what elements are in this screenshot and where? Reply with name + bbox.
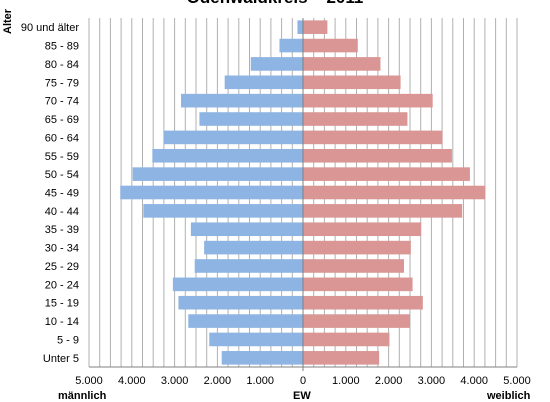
x-tick-label: 0 (300, 375, 306, 387)
y-tick-label: 50 - 54 (45, 169, 79, 181)
bar-male-7 (152, 148, 303, 163)
bar-female-18 (303, 351, 380, 365)
bar-female-6 (303, 130, 443, 145)
bar-male-5 (199, 112, 303, 126)
y-tick-label: 10 - 14 (45, 316, 79, 328)
bar-female-15 (303, 295, 423, 310)
x-tick-label: 3.000 (161, 375, 189, 387)
x-tick-label: 4.000 (118, 375, 146, 387)
bar-male-9 (120, 185, 303, 200)
bar-male-4 (181, 93, 303, 108)
y-tick-label: 15 - 19 (45, 298, 79, 310)
x-axis-title: EW (293, 390, 311, 402)
x-tick-label: 1.000 (332, 375, 360, 387)
y-tick-label: 30 - 34 (45, 243, 79, 255)
bar-male-17 (209, 332, 303, 347)
y-tick-label: 25 - 29 (45, 261, 79, 273)
bar-female-10 (303, 204, 463, 218)
bar-male-6 (163, 130, 303, 145)
x-tick-label: 4.000 (460, 375, 488, 387)
x-tick-label: 5.000 (75, 375, 103, 387)
bars (120, 20, 486, 365)
bar-female-4 (303, 93, 433, 108)
y-tick-label: 60 - 64 (45, 132, 79, 144)
y-tick-label: Unter 5 (43, 353, 79, 365)
chart-title: Odenwaldkreis – 2011 (0, 0, 550, 8)
x-tick-label: 5.000 (503, 375, 531, 387)
axes (89, 18, 517, 371)
bar-female-12 (303, 240, 411, 255)
y-tick-label: 90 und älter (21, 22, 79, 34)
bar-male-2 (250, 57, 303, 71)
bar-female-7 (303, 148, 452, 163)
x-label-left: männlich (58, 390, 107, 402)
bar-female-0 (303, 20, 328, 34)
bar-male-0 (297, 20, 303, 34)
x-label-right: weiblich (487, 390, 531, 402)
bar-male-13 (194, 259, 303, 273)
bar-female-9 (303, 185, 486, 200)
y-tick-label: 55 - 59 (45, 151, 79, 163)
y-tick-label: 45 - 49 (45, 188, 79, 200)
bar-male-18 (221, 351, 303, 365)
bar-male-1 (279, 38, 303, 53)
y-tick-label: 5 - 9 (57, 334, 79, 346)
bar-male-14 (172, 277, 303, 292)
tick-labels: 90 und älter 85 - 89 80 - 84 75 - 79 70 - 74… (21, 22, 531, 387)
bar-female-11 (303, 222, 422, 237)
y-tick-label: 70 - 74 (45, 96, 79, 108)
x-tick-label: 2.000 (375, 375, 403, 387)
bar-male-12 (204, 240, 303, 255)
bar-female-3 (303, 75, 401, 90)
bar-male-10 (143, 204, 303, 218)
y-tick-label: 40 - 44 (45, 206, 79, 218)
bar-female-14 (303, 277, 413, 292)
bar-male-8 (132, 167, 303, 181)
bar-male-3 (224, 75, 303, 90)
x-tick-label: 1.000 (246, 375, 274, 387)
bar-female-16 (303, 314, 410, 328)
y-tick-label: 80 - 84 (45, 59, 79, 71)
bar-male-11 (190, 222, 303, 237)
bar-male-15 (178, 295, 303, 310)
y-tick-label: 85 - 89 (45, 41, 79, 53)
bar-female-13 (303, 259, 405, 273)
bar-female-17 (303, 332, 390, 347)
bar-female-8 (303, 167, 470, 181)
y-tick-label: 75 - 79 (45, 77, 79, 89)
bar-female-1 (303, 38, 358, 53)
bar-female-2 (303, 57, 381, 71)
y-tick-label: 35 - 39 (45, 224, 79, 236)
bar-male-16 (188, 314, 303, 328)
bar-female-5 (303, 112, 408, 126)
y-tick-label: 20 - 24 (45, 279, 79, 291)
y-tick-label: 65 - 69 (45, 114, 79, 126)
x-tick-label: 2.000 (204, 375, 232, 387)
x-tick-label: 3.000 (418, 375, 446, 387)
